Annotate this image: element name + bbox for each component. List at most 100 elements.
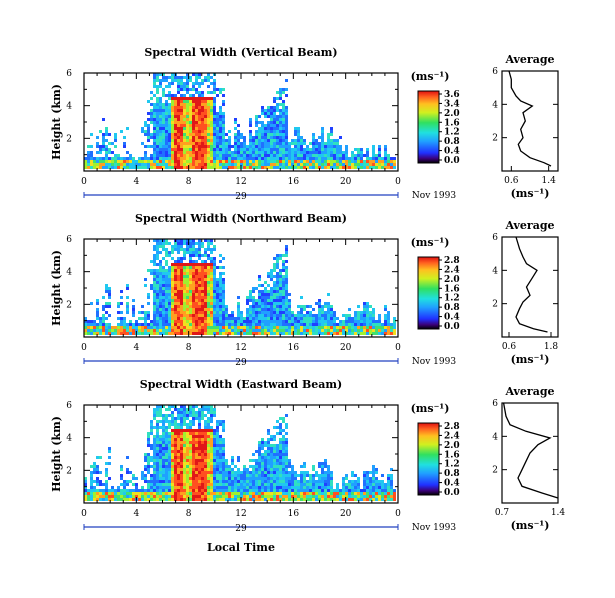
panel-title: Spectral Width (Vertical Beam) (144, 46, 337, 59)
heatmap-field (84, 405, 396, 501)
colorbar (417, 256, 440, 330)
x-tick-label: 4 (133, 343, 139, 353)
y-axis-label: Height (km) (50, 250, 63, 326)
x-tick-label: 0 (395, 177, 401, 187)
average-x-tick-label: 0.6 (502, 342, 517, 352)
average-y-tick-label: 6 (492, 233, 498, 243)
y-tick-label: 2 (66, 300, 72, 310)
colorbar-tick-label: 1.6 (444, 118, 460, 128)
panel-title: Spectral Width (Northward Beam) (135, 212, 347, 225)
average-y-tick-label: 6 (492, 67, 498, 77)
x-tick-label: 0 (81, 177, 87, 187)
average-y-tick-label: 4 (492, 432, 498, 442)
x-tick-label: 0 (395, 509, 401, 519)
colorbar-tick-label: 3.6 (444, 90, 460, 100)
colorbar-tick-label: 1.2 (444, 460, 460, 470)
x-tick-label: 16 (288, 343, 300, 353)
average-title: Average (504, 219, 554, 232)
colorbar-tick-label: 0.0 (444, 488, 460, 498)
y-tick-label: 2 (66, 134, 72, 144)
average-x-axis-label: (ms⁻¹) (511, 353, 550, 366)
x-tick-label: 16 (288, 509, 300, 519)
colorbar-tick-label: 3.4 (444, 99, 460, 109)
average-profile-line (508, 70, 552, 167)
average-x-tick-label: 0.7 (495, 508, 510, 518)
y-axis-label: Height (km) (50, 84, 63, 160)
colorbar-tick-label: 2.4 (444, 265, 460, 275)
date-label: Nov 1993 (412, 523, 456, 533)
average-frame (501, 402, 559, 504)
average-x-tick-label: 0.6 (504, 176, 519, 186)
y-tick-label: 4 (66, 434, 72, 444)
colorbar-tick-label: 2.0 (444, 441, 460, 451)
average-y-tick-label: 6 (492, 399, 498, 409)
x-tick-label: 4 (133, 177, 139, 187)
average-x-axis-label: (ms⁻¹) (511, 187, 550, 200)
colorbar-tick-label: 0.4 (444, 313, 460, 323)
colorbar-tick-label: 0.4 (444, 147, 460, 157)
colorbar-tick-label: 0.4 (444, 479, 460, 489)
colorbar-tick-label: 1.2 (444, 294, 460, 304)
average-frame (501, 236, 559, 338)
y-tick-label: 6 (66, 401, 72, 411)
y-tick-label: 6 (66, 69, 72, 79)
x-tick-label: 12 (235, 343, 246, 353)
x-tick-label: 12 (235, 509, 246, 519)
x-tick-label: 8 (186, 509, 192, 519)
colorbar-tick-label: 2.0 (444, 109, 460, 119)
average-y-tick-label: 2 (492, 134, 498, 144)
colorbar-tick-label: 0.0 (444, 322, 460, 332)
average-title: Average (504, 385, 554, 398)
date-day-label: 29 (235, 524, 247, 534)
x-tick-label: 8 (186, 343, 192, 353)
average-profile-line (515, 236, 548, 333)
panel-title: Spectral Width (Eastward Beam) (140, 378, 342, 391)
average-y-tick-label: 4 (492, 266, 498, 276)
average-x-tick-label: 1.4 (542, 176, 557, 186)
y-tick-label: 2 (66, 466, 72, 476)
x-tick-label: 0 (81, 509, 87, 519)
x-tick-label: 0 (395, 343, 401, 353)
colorbar-tick-label: 0.8 (444, 303, 460, 313)
colorbar-unit: (ms⁻¹) (411, 236, 450, 249)
colorbar-tick-label: 0.8 (444, 469, 460, 479)
date-day-label: 29 (235, 192, 247, 202)
colorbar-tick-label: 1.6 (444, 284, 460, 294)
x-tick-label: 20 (340, 509, 352, 519)
date-label: Nov 1993 (412, 357, 456, 367)
average-title: Average (504, 53, 554, 66)
x-tick-label: 4 (133, 509, 139, 519)
colorbar-tick-label: 0.8 (444, 137, 460, 147)
date-label: Nov 1993 (412, 191, 456, 201)
x-tick-label: 8 (186, 177, 192, 187)
colorbar-tick-label: 1.6 (444, 450, 460, 460)
y-tick-label: 4 (66, 268, 72, 278)
colorbar-tick-label: 0.0 (444, 156, 460, 166)
colorbar-unit: (ms⁻¹) (411, 70, 450, 83)
average-profile-line (502, 402, 559, 499)
y-tick-label: 4 (66, 102, 72, 112)
average-y-tick-label: 4 (492, 100, 498, 110)
y-tick-label: 6 (66, 235, 72, 245)
panel-1: Spectral Width (Northward Beam)642Height… (50, 212, 559, 368)
colorbar-tick-label: 2.0 (444, 275, 460, 285)
average-x-tick-label: 1.8 (544, 342, 559, 352)
average-frame (501, 70, 559, 172)
date-day-label: 29 (235, 358, 247, 368)
x-tick-label: 12 (235, 177, 246, 187)
colorbar-tick-label: 1.2 (444, 128, 460, 138)
panel-2: Spectral Width (Eastward Beam)642Height … (50, 378, 565, 554)
average-y-tick-label: 2 (492, 300, 498, 310)
y-axis-label: Height (km) (50, 416, 63, 492)
average-y-tick-label: 2 (492, 466, 498, 476)
x-axis-label: Local Time (207, 541, 275, 554)
heatmap-field (84, 239, 396, 335)
colorbar-tick-label: 2.8 (444, 422, 460, 432)
average-x-tick-label: 1.4 (551, 508, 566, 518)
colorbar-unit: (ms⁻¹) (411, 402, 450, 415)
x-tick-label: 20 (340, 343, 352, 353)
heatmap-field (84, 73, 396, 169)
x-tick-label: 16 (288, 177, 300, 187)
average-x-axis-label: (ms⁻¹) (511, 519, 550, 532)
